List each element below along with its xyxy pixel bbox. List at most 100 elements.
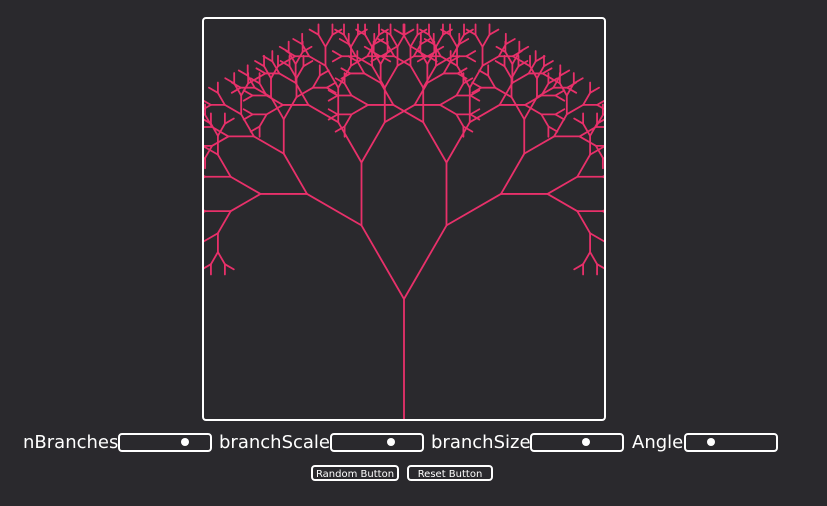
tree-branch bbox=[573, 263, 585, 271]
tree-branch bbox=[285, 55, 297, 63]
tree-branch bbox=[334, 77, 346, 85]
tree-branch bbox=[393, 28, 405, 36]
tree-branch bbox=[471, 86, 483, 94]
tree-branch bbox=[456, 33, 465, 48]
tree-branch bbox=[511, 55, 523, 63]
tree-branch bbox=[223, 104, 243, 116]
tree-branch bbox=[403, 224, 448, 300]
tree-branch bbox=[350, 104, 369, 116]
tree-branch bbox=[468, 104, 501, 124]
tree-branch bbox=[471, 81, 483, 89]
tree-branch bbox=[271, 60, 281, 75]
tree-branch bbox=[265, 94, 284, 106]
tree-branch bbox=[468, 64, 484, 89]
tree-branch bbox=[541, 72, 553, 80]
tree-branch bbox=[536, 65, 545, 80]
tree-branch bbox=[204, 175, 207, 179]
angle-slider-thumb[interactable] bbox=[707, 438, 716, 446]
tree-branch bbox=[601, 210, 604, 213]
tree-branch bbox=[517, 60, 529, 68]
tree-branch bbox=[265, 104, 284, 116]
tree-branch bbox=[373, 38, 385, 46]
tree-branch bbox=[510, 96, 526, 121]
tree-branch bbox=[263, 65, 272, 80]
tree-branch bbox=[308, 28, 320, 36]
reset-button[interactable]: Reset Button bbox=[407, 465, 493, 481]
tree-branch bbox=[543, 60, 554, 68]
tree-branch bbox=[462, 125, 474, 133]
tree-branch bbox=[416, 28, 428, 36]
tree-branch bbox=[246, 74, 256, 89]
tree-branch bbox=[277, 60, 288, 68]
tree-branch bbox=[230, 81, 242, 89]
tree-branch bbox=[247, 77, 258, 85]
tree-branch bbox=[439, 55, 458, 67]
tree-branch bbox=[350, 55, 369, 67]
tree-branch bbox=[217, 251, 226, 266]
tree-branch bbox=[255, 67, 267, 75]
tree-branch bbox=[426, 72, 445, 84]
branchscale-slider[interactable] bbox=[330, 433, 424, 452]
tree-branch bbox=[426, 51, 436, 65]
tree-branch bbox=[596, 104, 604, 110]
tree-branch bbox=[343, 82, 353, 97]
nbranches-label: nBranches bbox=[23, 432, 119, 453]
tree-branch bbox=[343, 113, 353, 128]
tree-branch bbox=[383, 104, 416, 124]
tree-branch bbox=[282, 152, 308, 195]
angle-slider[interactable] bbox=[684, 433, 778, 452]
tree-branch bbox=[311, 74, 321, 89]
tree-branch bbox=[279, 60, 291, 68]
tree-branch bbox=[360, 224, 405, 300]
branchsize-label: branchSize bbox=[431, 432, 531, 453]
tree-branch bbox=[536, 86, 555, 99]
tree-branch bbox=[510, 65, 520, 80]
tree-branch bbox=[582, 122, 591, 137]
tree-branch bbox=[523, 96, 538, 121]
tree-branch bbox=[494, 60, 506, 68]
tree-branch bbox=[572, 77, 584, 85]
tree-branch bbox=[204, 113, 214, 128]
tree-branch bbox=[230, 86, 242, 94]
tree-branch bbox=[325, 81, 337, 89]
tree-branch bbox=[392, 104, 425, 124]
tree-branch bbox=[554, 89, 566, 97]
tree-branch bbox=[416, 55, 428, 63]
nbranches-slider-thumb[interactable] bbox=[180, 438, 189, 446]
tree-branch bbox=[317, 33, 327, 48]
tree-branch bbox=[422, 64, 437, 89]
tree-branch bbox=[386, 45, 398, 53]
tree-branch bbox=[554, 94, 566, 102]
tree-branch bbox=[469, 113, 481, 121]
tree-branch bbox=[547, 77, 559, 85]
tree-branch bbox=[478, 69, 490, 77]
tree-branch bbox=[582, 91, 592, 106]
tree-branch bbox=[386, 43, 396, 58]
tree-branch bbox=[347, 43, 357, 58]
branchscale-slider-thumb[interactable] bbox=[386, 438, 395, 446]
branchsize-slider[interactable] bbox=[530, 433, 624, 452]
tree-branch bbox=[445, 193, 502, 227]
tree-branch bbox=[504, 51, 514, 65]
tree-branch bbox=[211, 126, 230, 138]
random-button[interactable]: Random Button bbox=[311, 465, 399, 481]
tree-branch bbox=[249, 125, 261, 133]
tree-branch bbox=[242, 89, 254, 97]
tree-branch bbox=[589, 232, 604, 243]
tree-branch bbox=[601, 175, 604, 179]
nbranches-slider[interactable] bbox=[118, 433, 212, 452]
tree-branch bbox=[327, 113, 339, 121]
tree-branch bbox=[439, 94, 458, 106]
tree-branch bbox=[465, 28, 477, 36]
tree-branch bbox=[306, 193, 363, 227]
tree-branch bbox=[327, 94, 339, 102]
tree-branch bbox=[307, 104, 340, 124]
branchsize-slider-thumb[interactable] bbox=[582, 438, 590, 446]
tree-branch bbox=[403, 28, 415, 36]
tree-branch bbox=[242, 113, 254, 121]
tree-branch bbox=[338, 38, 350, 46]
tree-branch bbox=[295, 86, 314, 99]
tree-branch bbox=[204, 263, 212, 270]
tree-branch bbox=[576, 153, 591, 178]
tree-branch bbox=[439, 104, 458, 116]
